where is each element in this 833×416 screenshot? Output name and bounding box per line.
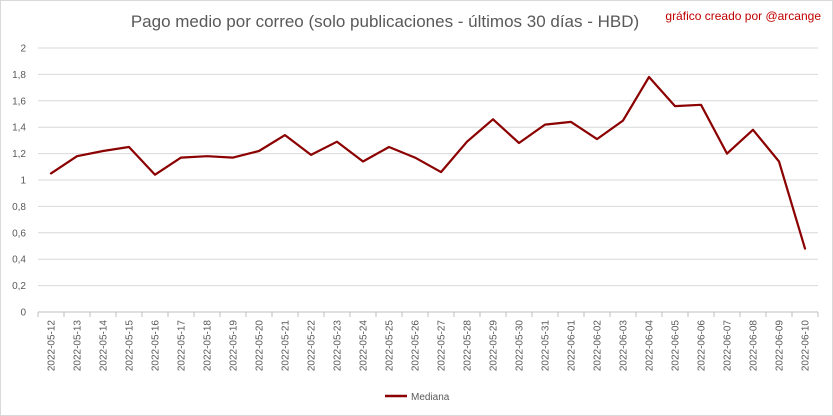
- y-tick-label: 0: [20, 308, 26, 319]
- y-tick-label: 0,2: [12, 281, 26, 292]
- y-tick-label: 2: [20, 44, 26, 55]
- legend: Mediana: [385, 392, 450, 403]
- x-tick-label: 2022-05-15: [125, 320, 136, 372]
- y-tick-label: 0,4: [12, 255, 26, 266]
- x-tick-label: 2022-05-20: [255, 320, 266, 372]
- x-tick-label: 2022-05-21: [281, 320, 292, 372]
- x-tick-label: 2022-05-31: [541, 320, 552, 372]
- x-tick-label: 2022-05-27: [437, 320, 448, 372]
- x-tick-label: 2022-06-03: [619, 320, 630, 372]
- x-tick-label: 2022-05-28: [463, 320, 474, 372]
- x-tick-label: 2022-05-26: [411, 320, 422, 372]
- x-tick-label: 2022-05-13: [73, 320, 84, 372]
- x-axis: 2022-05-12 2022-05-13 2022-05-14 2022-05-15…: [37, 312, 819, 372]
- x-tick-label: 2022-05-25: [385, 320, 396, 372]
- x-tick-label: 2022-06-01: [567, 320, 578, 372]
- x-tick-label: 2022-06-09: [775, 320, 786, 372]
- y-tick-label: 1: [20, 176, 26, 187]
- y-tick-label: 0,6: [12, 228, 26, 239]
- x-tick-label: 2022-05-17: [177, 320, 188, 372]
- y-tick-label: 0,8: [12, 202, 26, 213]
- y-tick-label: 1,6: [12, 96, 26, 107]
- x-tick-label: 2022-06-05: [671, 320, 682, 372]
- chart-credit: gráfico creado por @arcange: [665, 9, 821, 23]
- x-tick-label: 2022-05-23: [333, 320, 344, 372]
- x-tick-label: 2022-05-30: [515, 320, 526, 372]
- y-tick-label: 1,8: [12, 70, 26, 81]
- x-tick-label: 2022-05-19: [229, 320, 240, 372]
- series-layer: [49, 75, 807, 250]
- y-tick-label: 1,2: [12, 149, 26, 160]
- y-axis: 0 0,2 0,4 0,6 0,8 1 1,2 1,4 1,6 1,8 2: [12, 44, 26, 319]
- x-tick-label: 2022-05-29: [489, 320, 500, 372]
- x-tick-label: 2022-06-06: [697, 320, 708, 372]
- x-tick-label: 2022-06-08: [749, 320, 760, 372]
- x-tick-label: 2022-05-16: [151, 320, 162, 372]
- x-tick-label: 2022-05-12: [47, 320, 58, 372]
- x-tick-label: 2022-05-24: [359, 320, 370, 372]
- x-tick-label: 2022-06-10: [801, 320, 812, 372]
- series-line-mediana: [49, 75, 807, 250]
- x-tick-label: 2022-06-04: [645, 320, 656, 372]
- x-tick-label: 2022-05-14: [99, 320, 110, 372]
- x-tick-label: 2022-06-07: [723, 320, 734, 372]
- x-tick-label: 2022-05-22: [307, 320, 318, 372]
- legend-label-mediana: Mediana: [411, 392, 450, 403]
- y-tick-label: 1,4: [12, 123, 26, 134]
- x-tick-label: 2022-05-18: [203, 320, 214, 372]
- gridlines: [38, 47, 818, 313]
- chart-title: Pago medio por correo (solo publicacione…: [130, 12, 640, 31]
- x-tick-label: 2022-06-02: [593, 320, 604, 372]
